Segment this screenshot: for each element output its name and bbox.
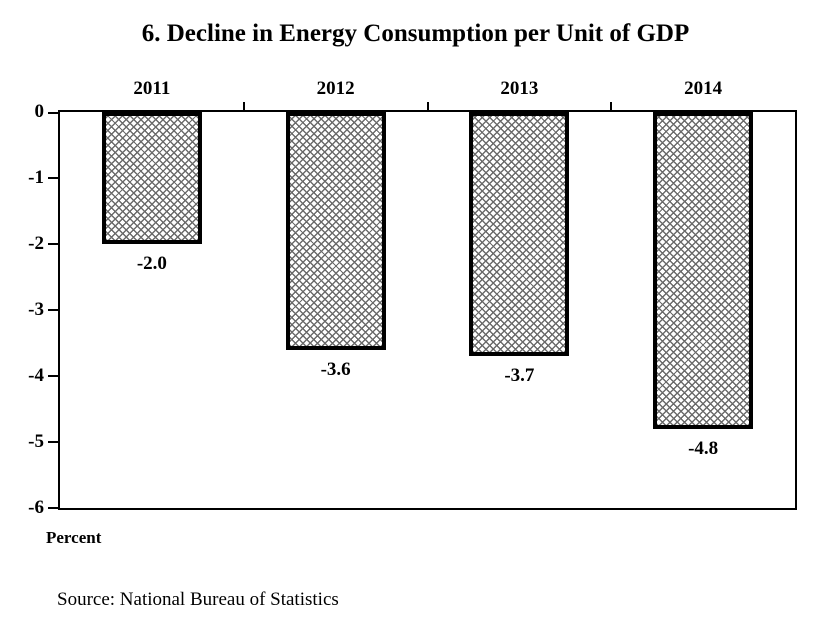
y-axis-tick bbox=[48, 441, 58, 443]
bar-value-label-2011: -2.0 bbox=[136, 253, 167, 274]
y-axis-tick-label: -5 bbox=[28, 431, 44, 452]
source-note: Source: National Bureau of Statistics bbox=[57, 589, 339, 610]
y-axis-tick bbox=[48, 375, 58, 377]
y-axis-tick-label: 0 bbox=[34, 101, 45, 122]
bar-2014 bbox=[653, 112, 754, 429]
y-axis-tick bbox=[48, 507, 58, 509]
y-axis-unit-label: Percent bbox=[46, 528, 102, 547]
y-axis-tick bbox=[48, 309, 58, 311]
y-axis-tick bbox=[48, 112, 58, 114]
bar-value-label-2012: -3.6 bbox=[320, 358, 351, 380]
x-axis-tick bbox=[610, 102, 613, 110]
category-label-2012: 2012 bbox=[316, 78, 355, 99]
y-axis-tick-label: -6 bbox=[28, 497, 44, 518]
y-axis-tick-label: -2 bbox=[28, 233, 44, 254]
y-axis-tick-label: -1 bbox=[28, 167, 44, 188]
bar-value-label-2014: -4.8 bbox=[688, 437, 719, 459]
plot-area: 0 -1 -2 -3 -4 -5 -6 2011 2012 2013 2014 -2.0 -3.6 -3.… bbox=[28, 78, 797, 518]
bar-2012 bbox=[285, 112, 386, 350]
y-axis-tick-label: -3 bbox=[28, 299, 44, 320]
bar-value-label-2013: -3.7 bbox=[504, 365, 535, 387]
category-label-2011: 2011 bbox=[133, 78, 171, 99]
y-axis-tick bbox=[48, 243, 58, 245]
y-axis-tick-label: -4 bbox=[28, 365, 44, 386]
category-label-2013: 2013 bbox=[500, 78, 539, 99]
x-axis-tick bbox=[426, 102, 429, 110]
y-axis-tick bbox=[48, 177, 58, 179]
x-axis-tick bbox=[242, 102, 245, 110]
bar-2013 bbox=[469, 112, 570, 357]
chart-title: 6. Decline in Energy Consumption per Uni… bbox=[141, 20, 690, 47]
bar-2011 bbox=[101, 112, 202, 244]
category-label-2014: 2014 bbox=[684, 78, 723, 99]
